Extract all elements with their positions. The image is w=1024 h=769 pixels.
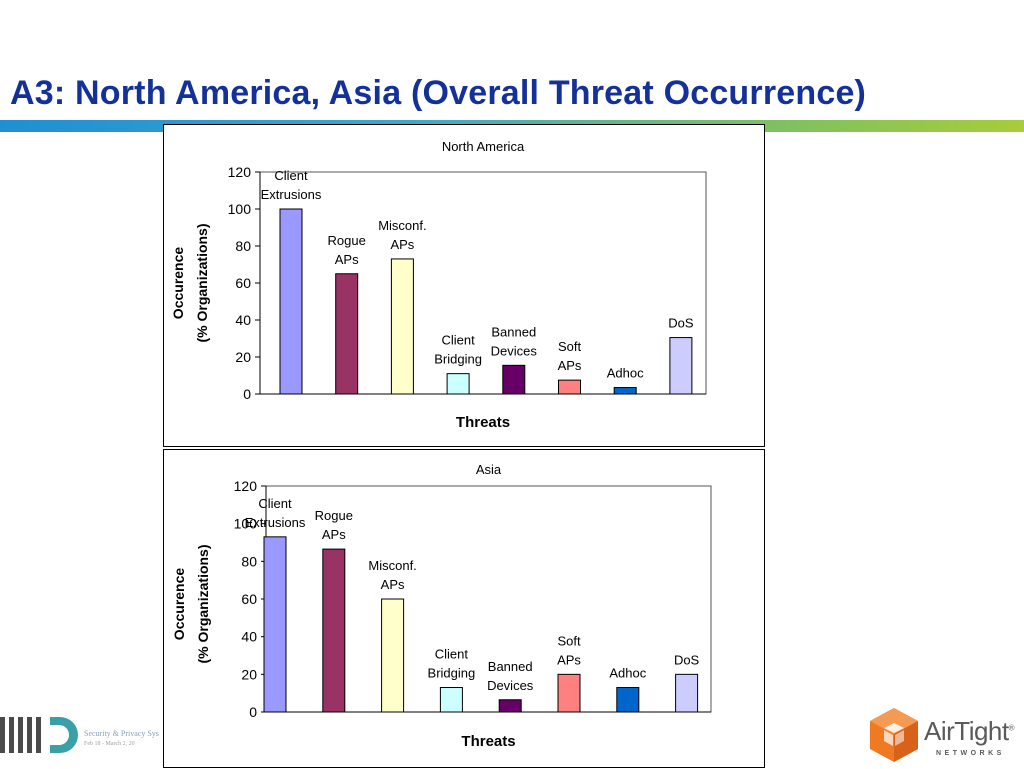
airtight-cube-icon [870,708,918,762]
bar-data-label: Extrusions [261,187,322,202]
bar-data-label: APs [322,527,346,542]
bar [381,598,405,713]
footer-note-line2: Feb 18 - March 2, 20 [84,741,135,747]
bar-data-label: APs [390,237,414,252]
y-axis-label: Occurence [171,568,187,641]
bar [439,687,463,713]
y-tick-label: 60 [241,591,257,607]
bar [279,208,303,395]
y-tick-label: 20 [241,666,257,682]
bar [669,337,693,395]
chart-panel-asia: Asia 0 20 40 60 80 100 120 Occurence (% Organizat… [163,449,765,768]
y-axis-label: (% Organizations) [194,223,210,342]
bar [502,364,526,395]
bar-data-label: Devices [491,343,538,358]
bar [322,548,346,713]
y-tick-label: 20 [235,349,251,365]
bar-data-label: Banned [488,659,533,674]
bar-data-label: Devices [487,678,534,693]
y-tick-label: 100 [234,516,258,532]
bar-data-label: Banned [491,324,536,339]
bar-data-label: DoS [668,316,694,331]
bar [498,699,522,713]
chart-title: North America [442,139,525,154]
airtight-brand-name: AirTight® [924,716,1015,746]
bar-data-label: APs [557,652,581,667]
bar-data-label: DoS [674,652,700,667]
footer-note-line1: Security & Privacy Sys [84,729,159,738]
y-tick-label: 80 [241,553,257,569]
bar-data-label: Soft [557,633,581,648]
bar-data-label: Client [435,647,469,662]
y-tick-label: 80 [235,238,251,254]
bar [263,536,287,713]
chart-panel-north-america: North America 0 20 40 60 80 100 120 Occurence (% … [163,124,765,447]
bar [558,379,581,395]
bar-data-label: Extrusions [245,515,306,530]
bar [557,673,581,713]
y-axis-label: (% Organizations) [195,544,211,663]
chart-title: Asia [476,462,502,477]
bar-data-label: Adhoc [609,666,646,681]
bar-data-label: Misconf. [368,558,416,573]
bar [446,373,470,395]
bar-data-label: APs [335,252,359,267]
bar-data-label: Soft [558,339,582,354]
bar-data-label: Client [441,333,475,348]
bar-data-label: Bridging [434,352,482,367]
airtight-brand-sub: NETWORKS [936,750,1005,757]
north-america-bar-chart: North America 0 20 40 60 80 100 120 Occurence (% … [170,139,707,431]
conference-logo [0,714,80,767]
y-tick-label: 40 [241,629,257,645]
bar-data-label: Client [274,168,308,183]
y-tick-label: 120 [234,478,258,494]
bar-data-label: Client [258,496,292,511]
plot-area-frame [259,171,707,395]
bar [390,258,414,395]
bar-data-label: APs [558,358,582,373]
bar [613,387,637,395]
bar [616,687,640,713]
y-tick-label: 100 [228,201,252,217]
airtight-logo: AirTight® NETWORKS [866,706,1022,768]
asia-bar-chart: Asia 0 20 40 60 80 100 120 Occurence (% Organizat… [171,462,712,750]
bar-data-label: Bridging [428,666,476,681]
y-tick-label: 0 [249,704,257,720]
bar [335,273,359,395]
y-tick-label: 0 [243,386,251,402]
bar-data-label: Adhoc [607,366,644,381]
y-tick-label: 120 [228,164,252,180]
bar-data-label: Rogue [315,508,353,523]
slide-title: A3: North America, Asia (Overall Threat … [10,74,867,112]
y-tick-label: 40 [235,312,251,328]
bar-data-label: Rogue [328,233,366,248]
y-tick-label: 60 [235,275,251,291]
y-axis-label: Occurence [170,247,186,320]
bar-data-label: Misconf. [378,218,426,233]
footer-note: Security & Privacy Sys Feb 18 - March 2,… [84,728,159,750]
bar [675,673,699,713]
bar-data-label: APs [381,577,405,592]
x-axis-label: Threats [461,733,515,750]
x-axis-label: Threats [456,414,510,431]
